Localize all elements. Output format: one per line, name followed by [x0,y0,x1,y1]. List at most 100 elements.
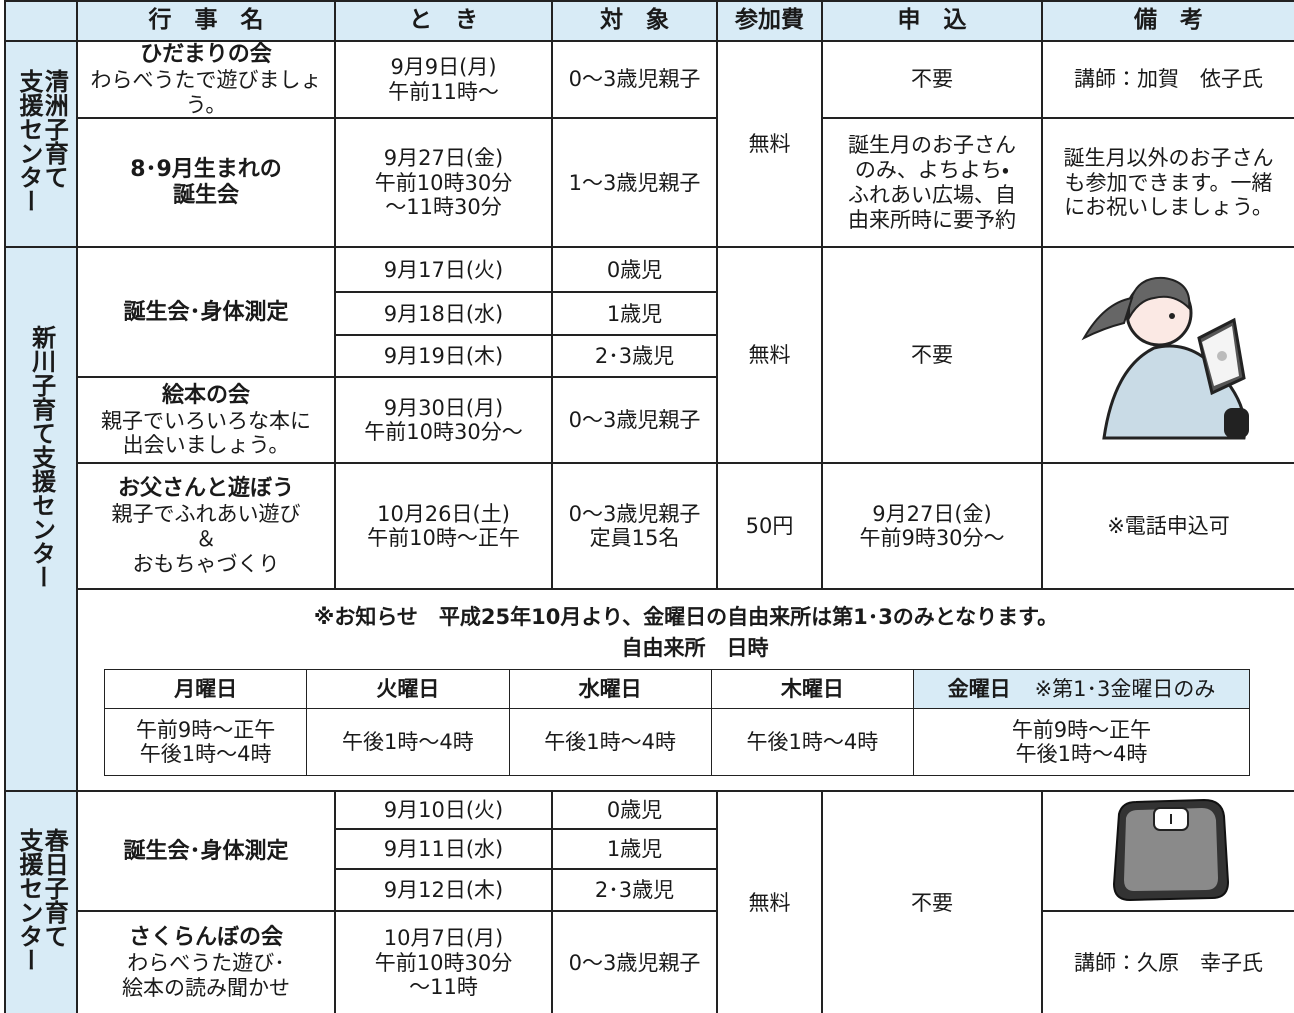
apply: 9月27日(金) 午前9時30分～ [821,462,1043,591]
friday-cell: 金曜日 ※第1･3金曜日のみ [913,668,1250,709]
target: 0歳児 [551,246,718,294]
text-line: 午前9時～正午 [1011,717,1152,742]
notice-subtitle: 自由来所 日時 [621,635,769,660]
time: 午後1時～4時 [306,707,510,776]
time-row: 午前9時～正午 午後1時～4時 午後1時～4時 午後1時～4時 午後1時～4時 午… [103,707,1250,776]
text-line: のみ、よちよち・ [854,158,1010,183]
event-name: 誕生会･身体測定 [76,790,336,913]
target: 0歳児 [551,790,718,831]
header-cell: 参加費 [716,0,823,42]
section-cell: 清洲子育て 支援センター [4,39,78,249]
row: さくらんぼの会 わらべうた遊び･ 絵本の読み聞かせ 10月7日(月) 午前10時30分… [5,910,1294,1013]
text-line: 9月27日(金) [872,501,992,526]
when: 10月7日(月) 午前10時30分 ～11時 [334,910,553,1013]
day: 月曜日 [103,668,308,709]
note: ※電話申込可 [1041,462,1294,591]
target: 0～3歳児親子 [551,39,718,120]
text-line: 10月7日(月) [383,925,504,950]
event-cell: ひだまりの会 わらべうたで遊びましょう。 [76,39,336,120]
target: 1歳児 [551,828,718,871]
event-name: さくらんぼの会 [128,925,283,951]
row: 新川子育て支援センター 誕生会･身体測定 9月17日(火) 0歳児 無料 不要 [4,246,1294,793]
notice-text: ※お知らせ 平成25年10月より、金曜日の自由来所は第1･3のみとなります。 [313,605,1059,630]
text-line: わらべうた遊び･ [127,951,285,976]
free-visit-table: 月曜日 火曜日 水曜日 木曜日 金曜日 ※第1･3金曜日のみ 午前9時～正午 午後1… [103,668,1250,776]
text-line: 由来所時に要予約 [848,207,1016,232]
event-desc: 親子でふれあい遊び＆おもちゃづくり [82,502,330,576]
text-line: 定員15名 [589,526,680,551]
notice-cell: ※お知らせ 平成25年10月より、金曜日の自由来所は第1･3のみとなります。 自… [76,588,1294,793]
row: 清洲子育て 支援センター ひだまりの会 わらべうたで遊びましょう。 9月9日(月) 午… [4,39,1294,249]
text-line: 午後1時～4時 [139,741,272,766]
text-line: ～11時 [409,975,478,1000]
row: 8･9月生まれの 誕生会 9月27日(金) 午前10時30分 ～11時30分 1～3歳… [5,117,1294,249]
when: 9月17日(火) [334,246,553,294]
when: 9月30日(月) 午前10時30分～ [334,376,553,465]
event-name: お父さんと遊ぼう [117,476,294,502]
notice-row: ※お知らせ 平成25年10月より、金曜日の自由来所は第1･3のみとなります。 自… [5,588,1294,793]
text-line: 誕生会 [172,182,239,208]
text-line: も参加できます。一緒 [1064,170,1273,195]
target: 0～3歳児親子 定員15名 [551,462,718,591]
event-desc: わらべうた遊び･ 絵本の読み聞かせ [82,951,330,1001]
event-name: 絵本の会 [161,382,250,408]
fee: 50円 [716,462,823,591]
fee: 無料 [716,790,823,1013]
event-name: ひだまりの会 [140,42,272,67]
text-line: 親子でいろいろな本に [101,408,311,433]
day-row: 月曜日 火曜日 水曜日 木曜日 金曜日 ※第1･3金曜日のみ [103,668,1250,709]
text-line: 午前9時30分～ [859,526,1005,551]
row: 9月18日(水) 1歳児 [5,291,1294,337]
header-row: 行 事 名 と き 対 象 参加費 申 込 備 考 [4,0,1294,42]
text-line: 春日子育て [40,828,69,949]
girl-reading-illustration [1080,276,1249,440]
when: 9月12日(木) [334,868,553,913]
header-cell: と き [334,0,553,42]
target: 0～3歳児親子 [551,910,718,1013]
target: 1歳児 [551,291,718,337]
when: 9月9日(月) 午前11時～ [334,39,553,120]
text-line: 親子でふれあい遊び [111,502,301,527]
fee: 無料 [716,246,823,465]
text-line: 午後1時～4時 [1015,741,1148,766]
header-cell: 申 込 [821,0,1043,42]
time: 午前9時～正午 午後1時～4時 [103,707,308,776]
day: 水曜日 [508,668,712,709]
row: 9月11日(水) 1歳児 [5,828,1294,871]
row: 9月12日(木) 2･3歳児 [5,868,1294,913]
target: 2･3歳児 [551,868,718,913]
target: 1～3歳児親子 [551,117,718,249]
event-desc: 親子でいろいろな本に 出会いましょう。 [82,409,330,459]
text-line: 9月9日(月) [390,54,497,79]
text-line: 絵本の読み聞かせ [122,975,290,1000]
illustration-cell [1041,790,1294,913]
illustration-cell [1041,246,1294,465]
text-line: 午前11時～ [388,79,499,104]
event-cell: 絵本の会 親子でいろいろな本に 出会いましょう。 [76,376,336,465]
day: 木曜日 [710,668,915,709]
event-desc: わらべうたで遊びましょう。 [90,67,322,117]
note: 誕生月以外のお子さん も参加できます。一緒 にお祝いしましょう。 [1041,117,1294,249]
apply: 不要 [821,39,1043,120]
time: 午後1時～4時 [508,707,712,776]
corner [4,0,78,42]
day: 火曜日 [306,668,510,709]
section-label: 春日子育て 支援センター [15,828,69,972]
text-line: 9月30日(月) [383,395,504,420]
time: 午前9時～正午 午後1時～4時 [913,707,1250,776]
text-line: 9月27日(金) [383,145,504,170]
text-line: 支援センター [15,69,43,214]
apply: 誕生月のお子さん のみ、よちよち・ ふれあい広場、自 由来所時に要予約 [821,117,1043,249]
event-name: 8･9月生まれの 誕生会 [76,117,336,249]
time: 午後1時～4時 [710,707,915,776]
target: 0～3歳児親子 [551,376,718,465]
text-line: 午前10時30分～ [364,420,523,445]
row: 春日子育て 支援センター 誕生会･身体測定 9月10日(火) 0歳児 無料 不要 [4,790,1294,1013]
text-line: にお祝いしましょう。 [1064,195,1273,220]
text-line: 午前10時30分 [374,950,513,975]
text-line: 出会いましょう。 [122,433,290,458]
schedule-table: 行 事 名 と き 対 象 参加費 申 込 備 考 清洲子育て 支援センター ひだ… [4,0,1294,1013]
text-line: 午前9時～正午 [135,717,276,742]
scale-illustration [1112,798,1229,901]
